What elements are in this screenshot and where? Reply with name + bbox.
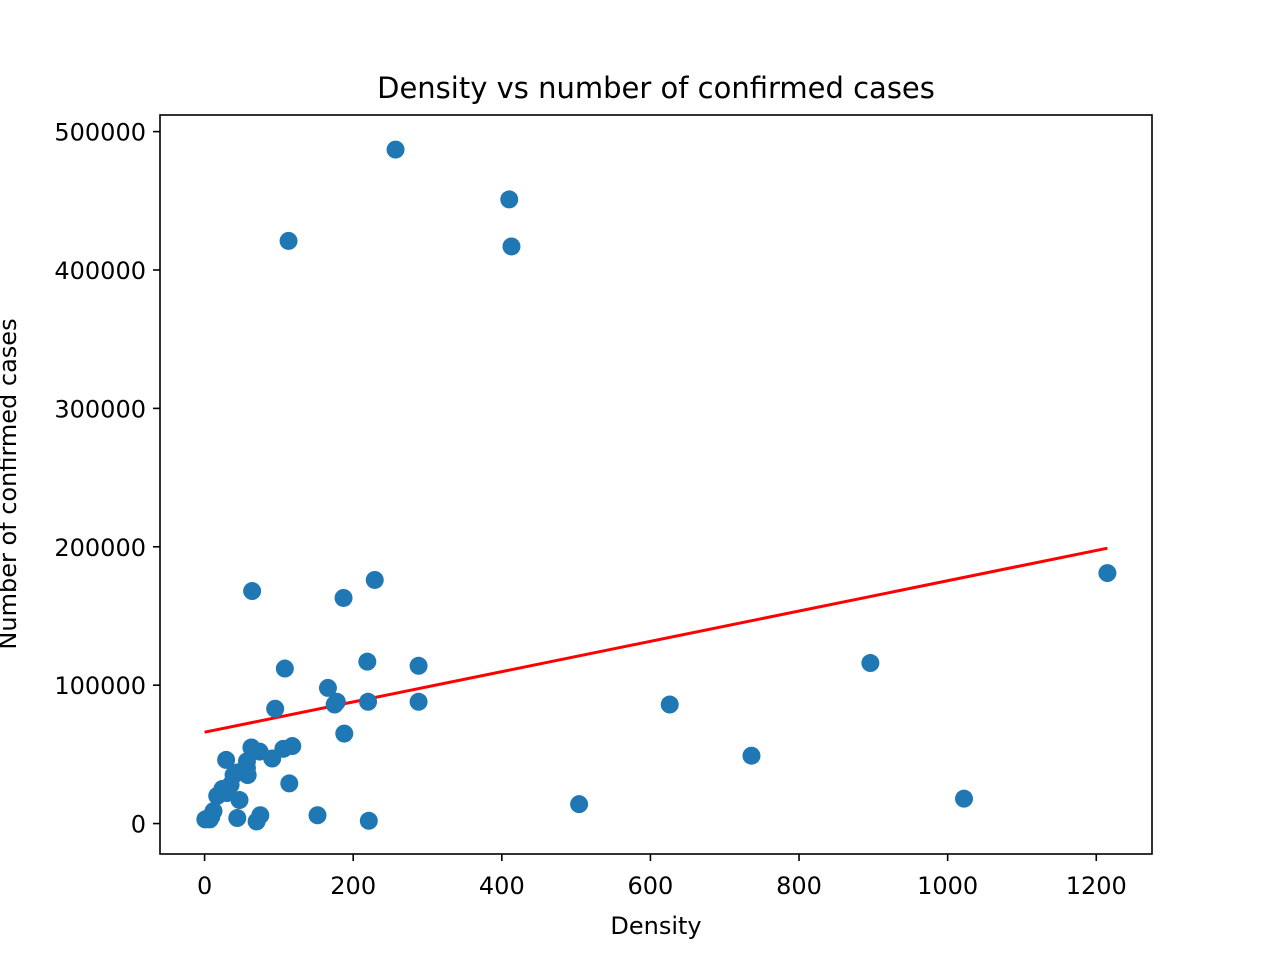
data-point <box>279 231 298 250</box>
data-point <box>1098 564 1117 583</box>
data-point <box>263 749 282 768</box>
data-point <box>500 190 519 209</box>
y-tick-label: 100000 <box>54 672 146 700</box>
x-axis: 0 200 400 600 800 1000 1200 <box>197 854 1127 900</box>
data-point <box>359 811 378 830</box>
data-point <box>409 656 428 675</box>
data-point <box>365 570 384 589</box>
data-point <box>325 695 344 714</box>
x-tick-label: 0 <box>197 872 212 900</box>
data-point <box>334 588 353 607</box>
y-tick-label: 300000 <box>54 395 146 423</box>
data-point <box>242 738 261 757</box>
data-point <box>660 695 679 714</box>
x-tick-label: 800 <box>776 872 822 900</box>
x-tick-label: 200 <box>330 872 376 900</box>
data-point <box>861 654 880 673</box>
y-axis: 0 100000 200000 300000 400000 500000 <box>54 119 160 839</box>
x-tick-label: 1200 <box>1066 872 1127 900</box>
data-point <box>318 678 337 697</box>
data-point <box>238 766 257 785</box>
trend-line <box>204 546 1108 734</box>
data-point <box>955 789 974 808</box>
data-point <box>335 724 354 743</box>
data-point <box>308 806 327 825</box>
data-point <box>502 237 521 256</box>
data-point <box>409 692 428 711</box>
data-point <box>275 659 294 678</box>
y-tick-label: 200000 <box>54 534 146 562</box>
data-point <box>266 699 285 718</box>
axes-frame <box>159 114 1153 855</box>
data-point <box>247 812 266 831</box>
y-axis-title: Number of confirmed cases <box>0 318 22 649</box>
data-point <box>742 746 761 765</box>
y-tick-label: 500000 <box>54 119 146 147</box>
data-point <box>358 652 377 671</box>
data-marks <box>196 140 1117 831</box>
data-point <box>570 795 589 814</box>
y-tick-label: 400000 <box>54 257 146 285</box>
data-point <box>359 692 378 711</box>
data-point <box>217 750 236 769</box>
data-point <box>386 140 405 159</box>
x-tick-label: 400 <box>479 872 525 900</box>
data-point <box>196 810 215 829</box>
data-point <box>230 791 249 810</box>
y-tick-label: 0 <box>131 811 146 839</box>
data-point <box>243 582 262 601</box>
x-axis-title: Density <box>610 912 701 940</box>
data-point <box>280 774 299 793</box>
data-point <box>228 809 247 828</box>
x-tick-label: 1000 <box>917 872 978 900</box>
x-tick-label: 600 <box>628 872 674 900</box>
chart-title: Density vs number of confirmed cases <box>377 71 935 105</box>
